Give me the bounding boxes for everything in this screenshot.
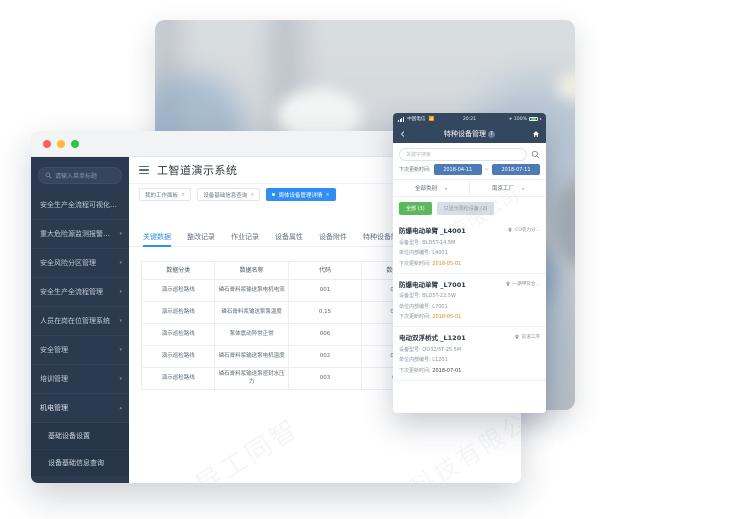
mobile-date-filter: 下次更新时间: 2018-04-11 ~ 2018-07-11 <box>393 164 546 179</box>
device-internal-no: 单位内部编号: L1201 <box>399 357 448 363</box>
chevron-down-icon: ▾ <box>522 185 525 191</box>
question-badge-icon[interactable]: ? <box>488 130 495 138</box>
device-next-update: 下次更新时间: 2018-07-01 <box>399 367 462 374</box>
location-pin-icon <box>515 334 519 340</box>
tab-device-management-detail[interactable]: 周体设备管理详情 × <box>266 188 336 201</box>
chevron-down-icon: ▾ <box>119 376 122 382</box>
mobile-select-row: 全部类别 ▾ 南京工厂 ▾ <box>393 179 546 197</box>
column-header-category: 数据分类 <box>140 261 216 280</box>
chevron-down-icon: ▾ <box>119 231 122 237</box>
device-internal-no: 单位内部编号: L7001 <box>399 303 448 310</box>
maximize-button[interactable] <box>71 139 79 148</box>
subtab-key-data[interactable]: 关键数据 <box>143 227 171 247</box>
date-from[interactable]: 2018-04-11 <box>433 164 482 175</box>
close-icon[interactable]: × <box>325 191 330 198</box>
active-dot-icon <box>272 193 276 196</box>
sidebar-item-2[interactable]: 重大危险源监测报警系统 ▾ <box>31 220 129 249</box>
mobile-app-panel: 中国电信 📶 20:21 ⌖ 100% 特种设备管理 ? <box>393 113 546 413</box>
close-icon[interactable]: × <box>250 191 255 198</box>
device-name: 防爆电动单臂 _L4001 <box>399 227 466 235</box>
sub-tab-strip: 关键数据 整改记录 作业记录 设备属性 设备附件 特种设备附件 <box>129 227 521 247</box>
sidebar: 请输入菜单标题 安全生产全流程可视化大屏 重大危险源监测报警系统 ▾ 安全风险分… <box>31 157 129 483</box>
home-icon[interactable] <box>532 130 540 138</box>
device-location: CO装力分... <box>507 227 540 233</box>
date-separator: ~ <box>484 166 489 173</box>
carrier-label: 中国电信 <box>407 117 426 122</box>
device-next-update: 下次更新时间: 2018-05-01 <box>399 260 462 267</box>
sidebar-search[interactable]: 请输入菜单标题 <box>38 167 122 184</box>
search-icon <box>45 172 52 179</box>
subtab-device-attachments[interactable]: 设备附件 <box>319 232 347 241</box>
sidebar-item-6[interactable]: 安全管理 ▾ <box>31 336 129 365</box>
tab-my-workbench[interactable]: 我的工作面板 × <box>139 188 192 201</box>
sidebar-subitem-basic-device-settings[interactable]: 基础设备设置 <box>31 423 129 450</box>
sidebar-item-4[interactable]: 安全生产全流程管理 ▾ <box>31 278 129 307</box>
search-icon[interactable] <box>531 150 540 159</box>
date-filter-label: 下次更新时间: <box>399 167 431 173</box>
chevron-down-icon: ▾ <box>445 185 448 191</box>
chevron-down-icon: ▾ <box>119 289 122 295</box>
tab-device-info-query[interactable]: 设备基础信息查询 × <box>197 188 261 201</box>
device-location: 前道工序 <box>514 334 540 340</box>
mobile-navbar: 特种设备管理 ? <box>393 125 546 143</box>
hamburger-icon[interactable] <box>139 165 149 175</box>
column-header-code: 代码 <box>287 261 363 280</box>
subtab-rectification-records[interactable]: 整改记录 <box>187 232 215 241</box>
column-header-name: 数据名称 <box>214 261 289 280</box>
tab-strip: 我的工作面板 × 设备基础信息查询 × 周体设备管理详情 × <box>129 184 521 205</box>
sidebar-item-8[interactable]: 机电管理 ▴ <box>31 394 129 423</box>
mobile-filter-pills: 全部 (3) 只显示限检设备 (2) <box>393 197 546 220</box>
chevron-down-icon: ▾ <box>119 318 122 324</box>
location-pin-icon <box>508 227 512 233</box>
device-location: 一期甲装合... <box>505 281 540 287</box>
filter-all[interactable]: 全部 (3) <box>399 202 432 215</box>
app-header: 工智道演示系统 <box>129 157 521 184</box>
mobile-status-bar: 中国电信 📶 20:21 ⌖ 100% <box>393 113 546 125</box>
chevron-down-icon: ▾ <box>119 260 122 266</box>
subtab-special-device-attachments[interactable]: 特种设备附件 <box>363 232 405 241</box>
select-factory[interactable]: 南京工厂 ▾ <box>491 185 525 193</box>
list-item[interactable]: 防爆电动单臂 _L7001 一期甲装合... 设备型号: BLD5T-22.5W… <box>393 274 546 327</box>
page-title: 工智道演示系统 <box>157 164 238 177</box>
sidebar-search-placeholder: 请输入菜单标题 <box>55 173 98 180</box>
device-internal-no: 单位内部编号: L4001 <box>399 250 448 256</box>
sidebar-menu: 安全生产全流程可视化大屏 重大危险源监测报警系统 ▾ 安全风险分区管理 ▾ 安全… <box>31 191 129 483</box>
sidebar-item-5[interactable]: 人员在岗在位管理系统 ▾ <box>31 307 129 336</box>
mobile-search-row: 关键字搜索 <box>393 143 546 164</box>
wifi-icon: 📶 <box>428 116 435 122</box>
date-to[interactable]: 2018-07-11 <box>491 164 541 175</box>
location-pin-icon <box>506 281 510 286</box>
sidebar-item-7[interactable]: 培训管理 ▾ <box>31 365 129 394</box>
mobile-device-list: 防爆电动单臂 _L4001 CO装力分... 设备型号: BLD5T-14.5M… <box>393 220 546 413</box>
chevron-up-icon: ▴ <box>119 405 122 411</box>
mobile-search-input[interactable]: 关键字搜索 <box>399 148 527 161</box>
battery-icon <box>529 116 538 122</box>
device-next-update: 下次更新时间: 2018-05-01 <box>399 314 462 320</box>
subtab-device-attributes[interactable]: 设备属性 <box>275 232 303 241</box>
chevron-down-icon: ▾ <box>119 347 122 353</box>
device-name: 防爆电动单臂 _L7001 <box>399 280 466 289</box>
list-item[interactable]: 电动双浮桥式 _L1201 前道工序 设备型号: QD32/5T-25.5M 单… <box>393 327 546 381</box>
filter-overdue-only[interactable]: 只显示限检设备 (2) <box>436 202 495 215</box>
sidebar-item-3[interactable]: 安全风险分区管理 ▾ <box>31 249 129 278</box>
battery-percent: 100% <box>513 116 527 122</box>
device-name: 电动双浮桥式 _L1201 <box>399 334 466 342</box>
sidebar-item-11[interactable]: 智能巡检 ▾ <box>31 477 129 483</box>
signal-icon <box>398 116 405 122</box>
close-icon[interactable]: × <box>181 191 186 198</box>
list-item[interactable]: 防爆电动单臂 _L4001 CO装力分... 设备型号: BLD5T-14.5M… <box>393 220 546 274</box>
mobile-title: 特种设备管理 ? <box>407 129 532 139</box>
close-button[interactable] <box>43 139 51 148</box>
device-model: 设备型号: BLD5T-14.5M <box>399 239 456 246</box>
sidebar-item-1[interactable]: 安全生产全流程可视化大屏 <box>31 191 129 220</box>
arrow-left-icon[interactable] <box>399 130 407 138</box>
subtab-operation-records[interactable]: 作业记录 <box>231 232 259 241</box>
device-model: 设备型号: BLD5T-22.5W <box>399 293 457 299</box>
select-category[interactable]: 全部类别 ▾ <box>393 180 470 196</box>
device-model: 设备型号: QD32/5T-25.5M <box>399 346 462 353</box>
location-status-icon: ⌖ <box>509 117 512 122</box>
minimize-button[interactable] <box>57 139 65 148</box>
sidebar-subitem-device-info-query[interactable]: 设备基础信息查询 <box>31 450 129 477</box>
